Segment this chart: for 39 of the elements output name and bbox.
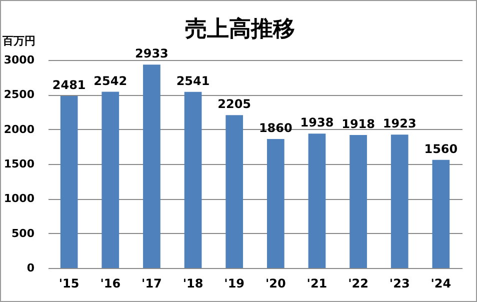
x-tick-label: '22 [348, 276, 368, 290]
data-label: 1938 [300, 116, 334, 130]
x-tick-label: '19 [224, 276, 245, 290]
y-tick-label: 2500 [4, 88, 35, 102]
x-tick-label: '17 [142, 276, 162, 290]
bar [184, 92, 202, 268]
data-label: 2481 [52, 78, 86, 92]
data-label: 1860 [258, 121, 292, 136]
bar [390, 134, 408, 268]
data-label: 2933 [135, 46, 168, 61]
chart-title: 売上高推移 [185, 16, 295, 42]
x-tick-label: '23 [389, 276, 410, 290]
x-tick-label: '20 [265, 276, 286, 290]
data-label: 1923 [382, 116, 416, 131]
bar [432, 160, 450, 268]
y-tick-label: 3000 [4, 54, 35, 66]
y-axis-title: 百万円 [2, 34, 36, 48]
x-tick-label: '16 [100, 276, 121, 290]
bar [143, 64, 160, 268]
data-label: 2205 [218, 97, 252, 112]
x-tick-label: '21 [306, 276, 328, 290]
data-label: 1560 [424, 142, 458, 156]
data-label: 2541 [176, 74, 210, 88]
y-tick-label: 1500 [4, 158, 35, 170]
x-tick-label: '24 [430, 276, 452, 290]
y-tick-label: 500 [12, 226, 35, 240]
bar [308, 134, 326, 268]
x-tick-label: '15 [58, 276, 80, 290]
x-tick-label: '18 [182, 276, 204, 290]
y-tick-label: 0 [26, 262, 35, 274]
bar [102, 92, 120, 268]
bar [60, 96, 78, 268]
data-label: 1918 [342, 117, 375, 132]
bar [350, 135, 367, 268]
bar [226, 115, 244, 268]
y-tick-label: 2000 [4, 122, 35, 136]
bar [266, 139, 284, 268]
data-label: 2542 [94, 74, 128, 88]
y-tick-label: 1000 [4, 192, 35, 206]
